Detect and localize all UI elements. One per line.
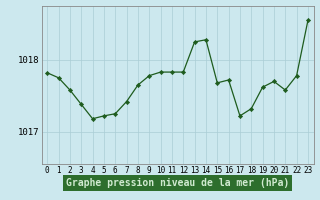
X-axis label: Graphe pression niveau de la mer (hPa): Graphe pression niveau de la mer (hPa) [66, 178, 289, 188]
